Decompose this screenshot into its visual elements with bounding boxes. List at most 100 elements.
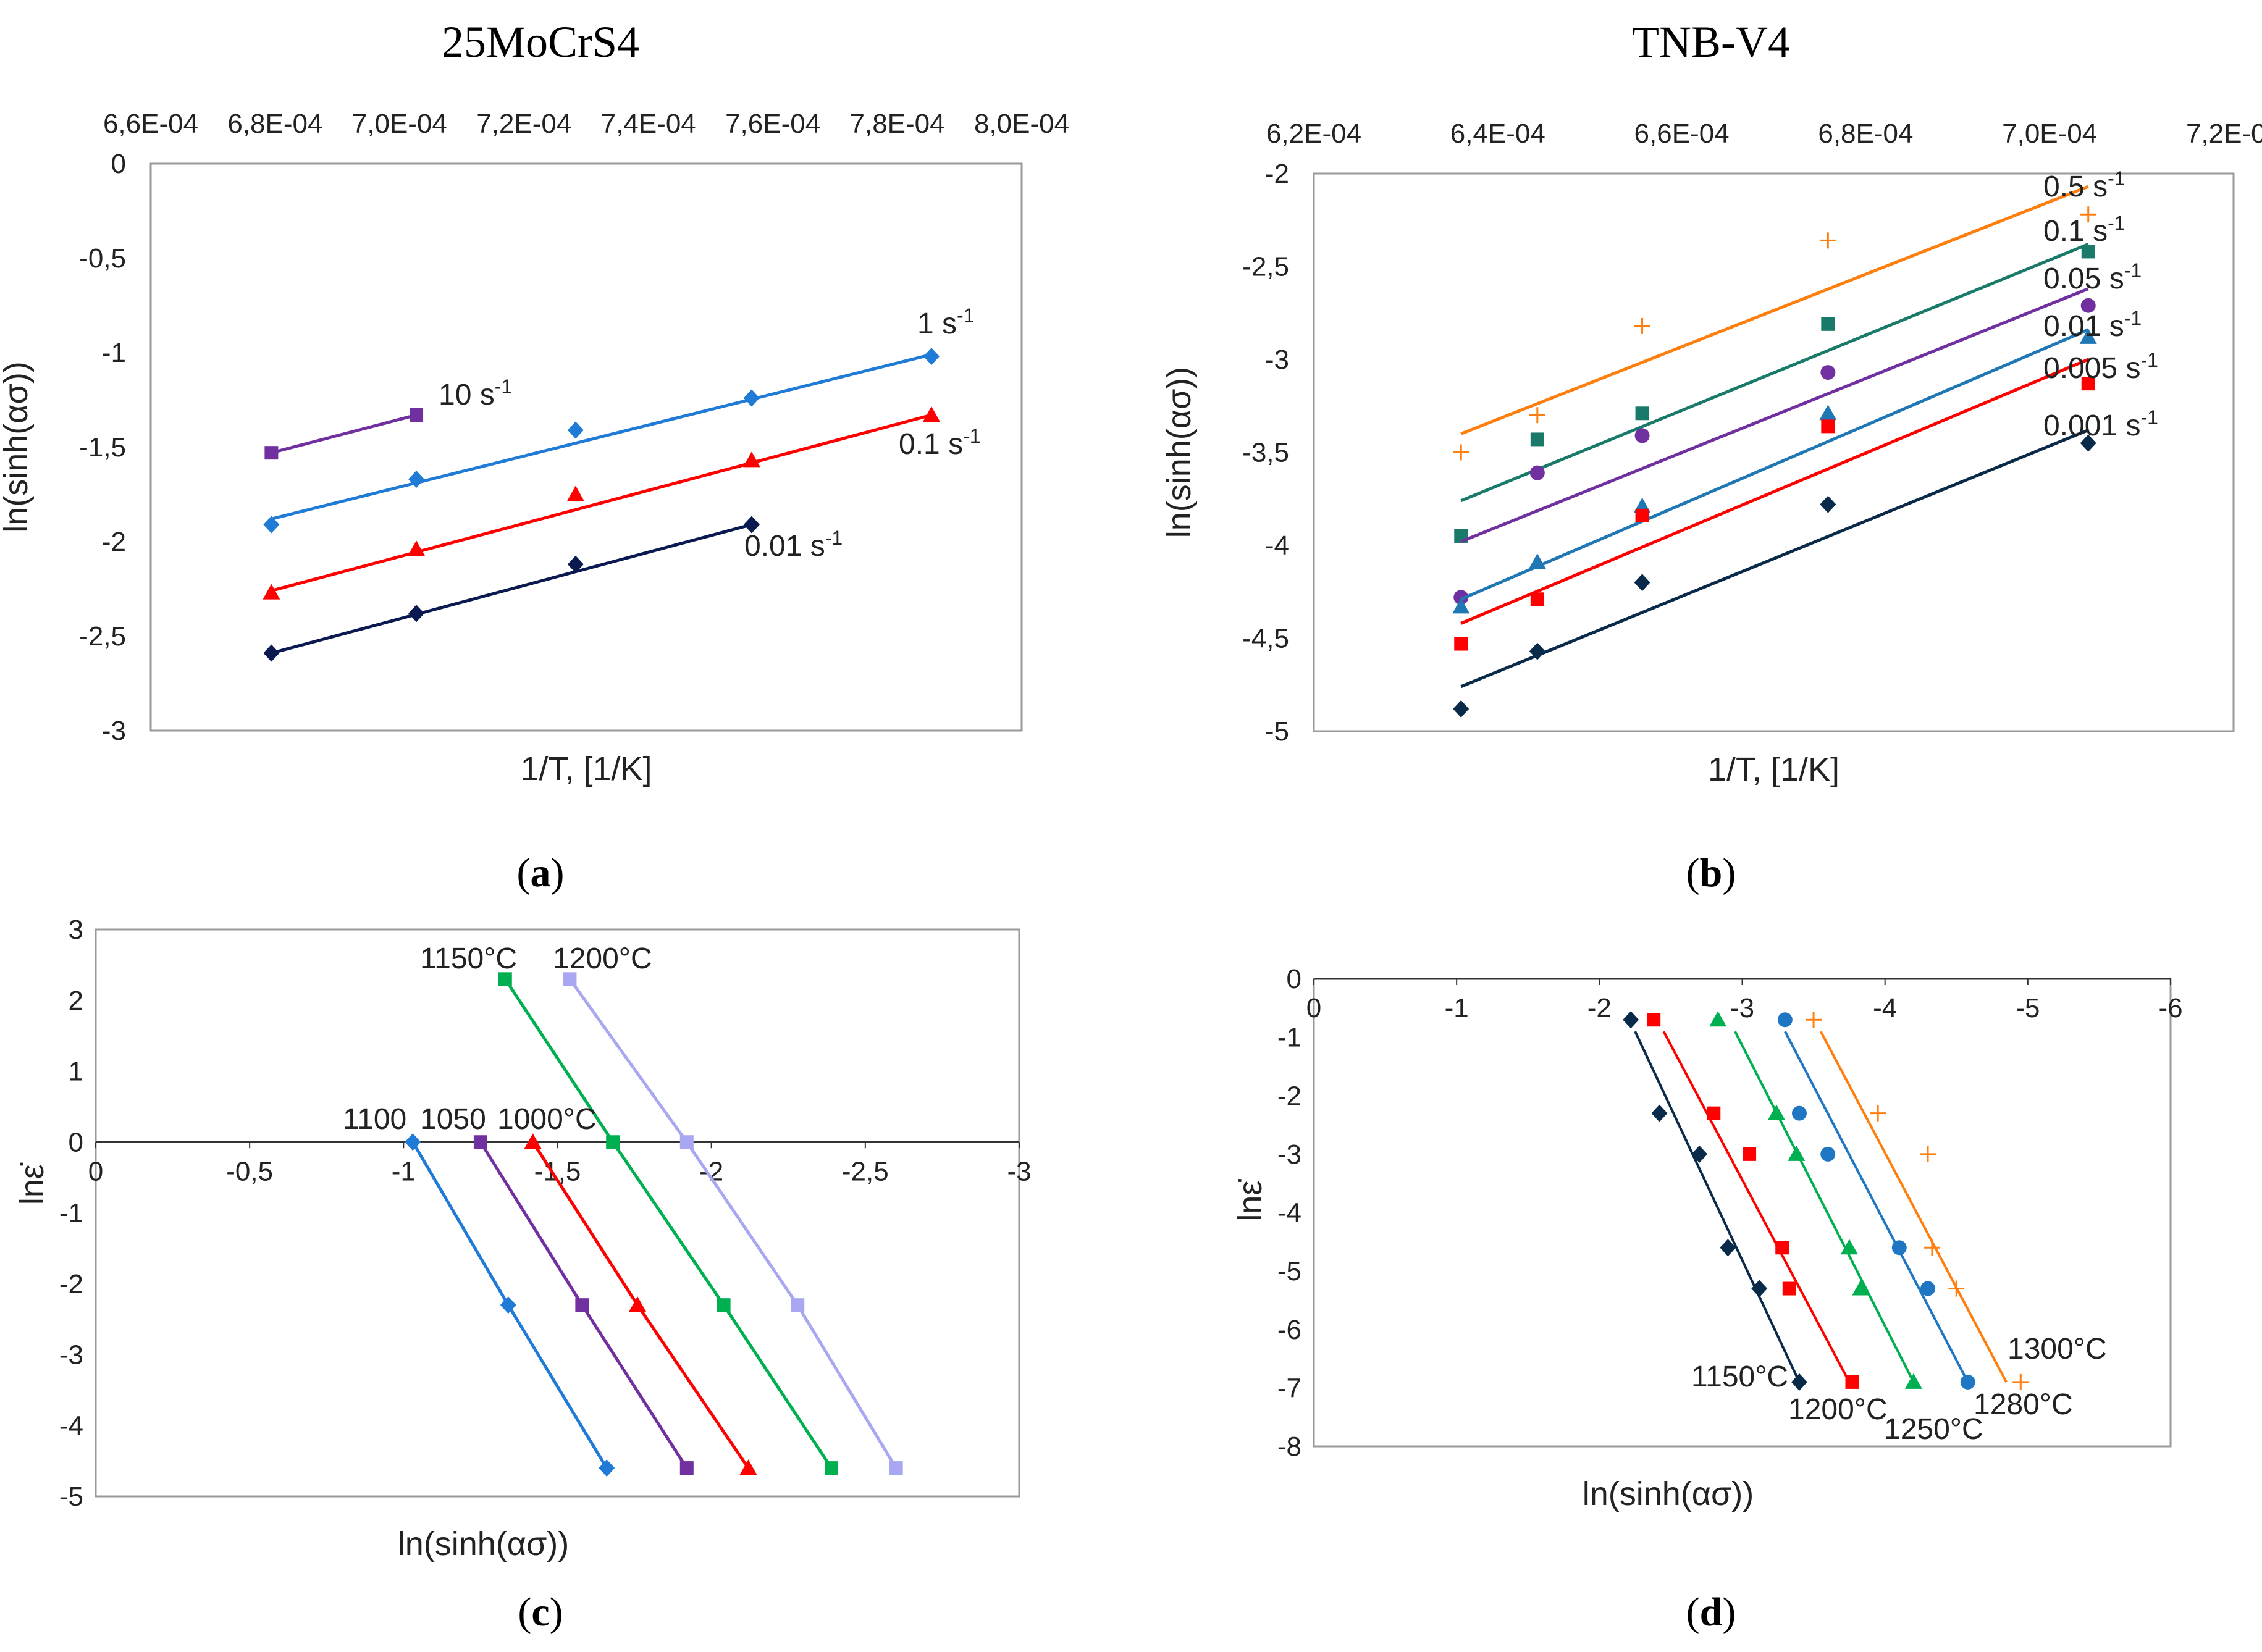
series-label: 0.5 s-1: [2043, 167, 2125, 203]
fit-line: [1460, 328, 2089, 601]
data-point: [1767, 1104, 1785, 1120]
data-point: [567, 555, 584, 573]
data-point: [1820, 365, 1836, 380]
data-point: [1634, 317, 1650, 334]
data-point: [567, 421, 584, 439]
y-tick-label: -1,5: [79, 432, 126, 463]
data-point: [473, 1135, 487, 1149]
title-a: 25MoCrS4: [442, 17, 639, 67]
y-tick-label: -4: [1265, 530, 1289, 561]
series-label: 1100: [343, 1103, 406, 1136]
data-point: [1635, 508, 1649, 522]
y-tick-label: -2: [59, 1269, 83, 1299]
y-tick-label: -3: [1265, 345, 1289, 375]
y-tick-label: -2: [1277, 1081, 1301, 1111]
data-point: [1791, 1373, 1807, 1391]
y-tick-label: 1: [69, 1057, 83, 1087]
data-point: [1782, 1281, 1796, 1296]
series-label: 1050: [420, 1103, 486, 1136]
y-tick-label: 0: [111, 149, 126, 179]
x-tick-label: 7,6E-04: [725, 109, 820, 139]
x-tick-label: 0: [88, 1156, 103, 1186]
x-axis-label: ln(sinh(ασ)): [398, 1525, 570, 1562]
x-tick-label: -1: [392, 1156, 416, 1186]
fit-line: [271, 413, 417, 455]
data-point: [1453, 590, 1469, 605]
data-point: [1691, 1145, 1708, 1163]
data-point: [679, 1135, 694, 1149]
x-tick-label: 7,0E-04: [2002, 119, 2097, 149]
data-point: [1751, 1280, 1768, 1298]
y-tick-label: -2,5: [1242, 252, 1289, 282]
series-label: 1300°C: [2008, 1333, 2107, 1365]
data-point: [2081, 377, 2095, 391]
data-point: [408, 540, 426, 556]
data-point: [408, 471, 425, 488]
data-point: [679, 1461, 694, 1475]
data-point: [1743, 1147, 1757, 1161]
caption-c-letter: c: [531, 1590, 549, 1635]
x-tick-label: 6,2E-04: [1266, 119, 1361, 149]
data-point: [1529, 642, 1545, 660]
x-tick-label: 0: [1306, 993, 1321, 1023]
fit-line: [1460, 185, 2089, 435]
data-point: [743, 516, 760, 534]
data-point: [1819, 405, 1837, 421]
data-point: [1720, 1239, 1736, 1257]
y-axis-label: lnε̇: [14, 1162, 51, 1205]
title-b: TNB-V4: [1632, 17, 1790, 67]
caption-d-letter: d: [1700, 1590, 1723, 1635]
data-point: [1528, 553, 1546, 569]
chart-d: 0 -1 -2 -3 -4 -5 -60-1-2-3-4-5-6-7-8ln(sinh(ασ…: [1232, 964, 2183, 1512]
caption-a: (a): [517, 850, 565, 895]
y-tick-label: 0: [1287, 964, 1301, 994]
data-point: [563, 972, 577, 986]
data-point: [791, 1298, 805, 1312]
data-point: [1707, 1106, 1721, 1120]
series-label: 1250°C: [1884, 1413, 1983, 1446]
fit-line: [271, 353, 932, 521]
x-tick-label: 6,4E-04: [1450, 119, 1545, 149]
y-tick-label: -2,5: [79, 621, 126, 652]
x-axis-label: 1/T, [1/K]: [520, 750, 652, 787]
data-point: [2081, 245, 2095, 259]
fit-line: [1634, 1031, 1801, 1383]
data-point: [498, 972, 512, 986]
series-label: 0.01 s-1: [744, 527, 843, 563]
series-label: 1 s-1: [917, 304, 974, 340]
y-tick-label: -1: [102, 338, 126, 368]
y-tick-label: -3: [102, 716, 126, 746]
data-point: [1891, 1240, 1907, 1256]
y-tick-label: -1: [59, 1198, 83, 1228]
y-tick-label: -4: [59, 1411, 83, 1441]
x-tick-label: 7,2E-04: [2186, 119, 2262, 149]
y-tick-label: -5: [59, 1482, 83, 1512]
y-tick-label: -1: [1277, 1023, 1301, 1053]
caption-c: (c): [518, 1590, 563, 1635]
fit-line: [1460, 429, 2089, 689]
y-axis-label: ln(sinh(ασ)): [1161, 367, 1198, 539]
data-point: [575, 1298, 589, 1312]
series-line: [568, 978, 898, 1469]
data-point: [1453, 444, 1469, 461]
series-label: 1280°C: [1974, 1388, 2073, 1421]
data-point: [717, 1298, 731, 1312]
series-label: 0.1 s-1: [2043, 212, 2125, 248]
caption-a-letter: a: [531, 850, 551, 895]
data-point: [1454, 637, 1468, 651]
data-point: [1820, 232, 1836, 249]
y-tick-label: -2: [102, 527, 126, 557]
data-point: [1791, 1105, 1807, 1121]
caption-b: (b): [1686, 850, 1736, 895]
x-axis-label: 1/T, [1/K]: [1708, 751, 1839, 788]
y-tick-label: -5: [1277, 1256, 1301, 1286]
x-tick-label: 7,2E-04: [476, 109, 571, 139]
x-tick-label: -2,5: [842, 1156, 889, 1186]
caption-d: (d): [1686, 1590, 1736, 1635]
x-axis-label: ln(sinh(ασ)): [1583, 1475, 1754, 1512]
x-tick-label: 8,0E-04: [974, 109, 1069, 139]
data-point: [1529, 407, 1545, 424]
series-label: 1000°C: [497, 1103, 597, 1136]
data-point: [739, 1459, 757, 1475]
